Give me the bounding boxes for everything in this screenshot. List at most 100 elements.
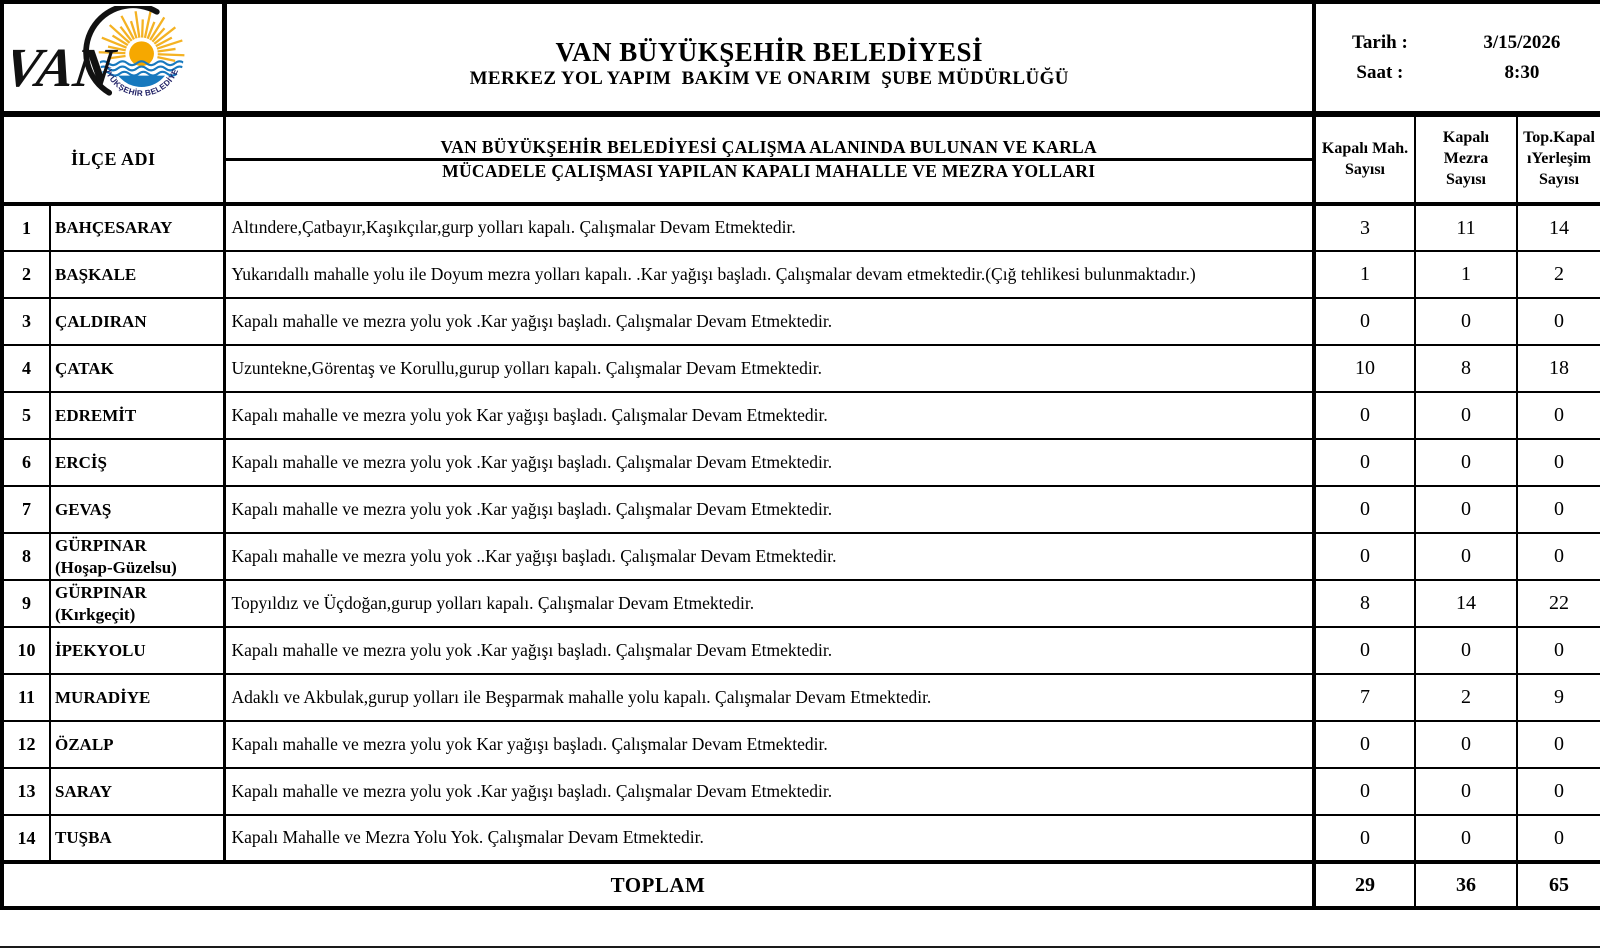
closed-mezra-count: 11 [1414, 203, 1518, 252]
road-status-description: Yukarıdallı mahalle yolu ile Doyum mezra… [222, 250, 1316, 299]
row-number: 6 [1, 438, 51, 487]
column-header-closed-mezra: Kapalı Mezra Sayısı [1414, 113, 1518, 206]
page-subtitle: MERKEZ YOL YAPIM BAKIM VE ONARIM ŞUBE MÜ… [469, 67, 1069, 89]
road-status-description: Kapalı Mahalle ve Mezra Yolu Yok. Çalışm… [222, 814, 1316, 863]
road-status-description: Adaklı ve Akbulak,gurup yolları ile Beşp… [222, 673, 1316, 722]
road-status-description: Kapalı mahalle ve mezra yolu yok Kar yağ… [222, 391, 1316, 440]
date-label: Tarih : [1352, 31, 1408, 53]
table-row: 3 ÇALDIRAN Kapalı mahalle ve mezra yolu … [1, 297, 1600, 346]
table-row: 9 GÜRPINAR (Kırkgeçit) Topyıldız ve Üçdo… [1, 579, 1600, 628]
row-number: 4 [1, 344, 51, 393]
district-rows: 1 BAHÇESARAY Altındere,Çatbayır,Kaşıkçıl… [1, 203, 1600, 863]
closed-mezra-count: 14 [1414, 579, 1518, 628]
table-row: 2 BAŞKALE Yukarıdallı mahalle yolu ile D… [1, 250, 1600, 299]
closed-mezra-count: 0 [1414, 391, 1518, 440]
district-name: GEVAŞ [49, 485, 225, 534]
table-row: 10 İPEKYOLU Kapalı mahalle ve mezra yolu… [1, 626, 1600, 675]
logo-wordmark: VAN [13, 38, 120, 99]
closed-mahalle-count: 0 [1312, 814, 1416, 863]
total-closed-mezra: 36 [1414, 860, 1518, 909]
total-row: TOPLAM 29 36 65 [1, 860, 1600, 909]
district-name: ERCİŞ [49, 438, 225, 487]
sea-waves-icon [99, 59, 184, 77]
total-closed-count: 0 [1515, 485, 1600, 534]
closed-mezra-count: 2 [1414, 673, 1518, 722]
closed-mezra-count: 0 [1414, 485, 1518, 534]
total-closed-count: 0 [1515, 626, 1600, 675]
table-row: 1 BAHÇESARAY Altındere,Çatbayır,Kaşıkçıl… [1, 203, 1600, 252]
closed-mahalle-count: 0 [1312, 720, 1416, 769]
closed-mahalle-count: 3 [1312, 203, 1416, 252]
table-row: 13 SARAY Kapalı mahalle ve mezra yolu yo… [1, 767, 1600, 816]
district-name: MURADİYE [49, 673, 225, 722]
closed-mezra-count: 0 [1414, 297, 1518, 346]
closed-mahalle-count: 1 [1312, 250, 1416, 299]
closed-mahalle-count: 0 [1312, 297, 1416, 346]
closed-mahalle-count: 0 [1312, 391, 1416, 440]
banner-line-1: VAN BÜYÜKŞEHİR BELEDİYESİ ÇALIŞMA ALANIN… [227, 137, 1310, 161]
column-header-district: İLÇE ADI [1, 113, 225, 206]
road-status-description: Kapalı mahalle ve mezra yolu yok .Kar ya… [222, 438, 1316, 487]
banner-line-2: MÜCADELE ÇALIŞMASI YAPILAN KAPALI MAHALL… [442, 161, 1096, 181]
row-number: 11 [1, 673, 51, 722]
total-closed-count: 0 [1515, 438, 1600, 487]
row-number: 8 [1, 532, 51, 581]
table-banner: VAN BÜYÜKŞEHİR BELEDİYESİ ÇALIŞMA ALANIN… [222, 113, 1316, 206]
road-status-description: Altındere,Çatbayır,Kaşıkçılar,gurp yolla… [222, 203, 1316, 252]
district-name: ÇALDIRAN [49, 297, 225, 346]
datetime-cell: Tarih : 3/15/2026 Saat : 8:30 [1311, 1, 1600, 117]
row-number: 12 [1, 720, 51, 769]
row-number: 3 [1, 297, 51, 346]
column-header-total-closed: Top.Kapal ıYerleşim Sayısı [1515, 113, 1600, 206]
closed-mahalle-count: 0 [1312, 438, 1416, 487]
road-status-description: Kapalı mahalle ve mezra yolu yok .Kar ya… [222, 767, 1316, 816]
closed-mahalle-count: 8 [1312, 579, 1416, 628]
document-header-row: BÜYÜKŞEHİR BELEDİYESİ VAN VAN BÜYÜKŞEHİR… [1, 1, 1600, 117]
total-closed-count: 18 [1515, 344, 1600, 393]
total-closed-count: 0 [1515, 297, 1600, 346]
sun-icon [128, 40, 154, 66]
district-name: TUŞBA [49, 814, 225, 863]
row-number: 2 [1, 250, 51, 299]
total-closed-count: 9 [1515, 673, 1600, 722]
road-status-description: Kapalı mahalle ve mezra yolu yok .Kar ya… [222, 297, 1316, 346]
district-name: GÜRPINAR (Hoşap-Güzelsu) [49, 532, 225, 581]
road-status-description: Kapalı mahalle ve mezra yolu yok Kar yağ… [222, 720, 1316, 769]
column-header-row: İLÇE ADI VAN BÜYÜKŞEHİR BELEDİYESİ ÇALIŞ… [1, 113, 1600, 206]
closed-mezra-count: 1 [1414, 250, 1518, 299]
column-header-closed-mahalle: Kapalı Mah. Sayısı [1312, 113, 1416, 206]
district-name: EDREMİT [49, 391, 225, 440]
total-closed-count: 0 [1515, 532, 1600, 581]
total-closed-count: 14 [1515, 203, 1600, 252]
page-title: VAN BÜYÜKŞEHİR BELEDİYESİ [555, 36, 984, 67]
table-row: 11 MURADİYE Adaklı ve Akbulak,gurup yoll… [1, 673, 1600, 722]
van-municipality-logo-icon: BÜYÜKŞEHİR BELEDİYESİ VAN [13, 5, 187, 102]
district-name: BAHÇESARAY [49, 203, 225, 252]
date-value: 3/15/2026 [1483, 31, 1561, 53]
total-closed-count: 0 [1515, 814, 1600, 863]
closed-mezra-count: 8 [1414, 344, 1518, 393]
row-number: 1 [1, 203, 51, 252]
road-status-description: Uzuntekne,Görentaş ve Korullu,gurup yoll… [222, 344, 1316, 393]
closed-mahalle-count: 0 [1312, 485, 1416, 534]
total-closed-count: 0 [1515, 720, 1600, 769]
road-status-description: Topyıldız ve Üçdoğan,gurup yolları kapal… [222, 579, 1316, 628]
district-name: GÜRPINAR (Kırkgeçit) [49, 579, 225, 628]
closed-mezra-count: 0 [1414, 438, 1518, 487]
closed-mahalle-count: 0 [1312, 767, 1416, 816]
total-label: TOPLAM [1, 860, 1315, 909]
total-closed-count: 0 [1515, 391, 1600, 440]
closed-mezra-count: 0 [1414, 532, 1518, 581]
district-name: BAŞKALE [49, 250, 225, 299]
district-name: İPEKYOLU [49, 626, 225, 675]
sea-icon [111, 75, 171, 87]
row-number: 7 [1, 485, 51, 534]
table-row: 7 GEVAŞ Kapalı mahalle ve mezra yolu yok… [1, 485, 1600, 534]
logo-cell: BÜYÜKŞEHİR BELEDİYESİ VAN [1, 1, 227, 117]
total-closed-count: 2 [1515, 250, 1600, 299]
logo-swash-icon [82, 5, 160, 96]
sun-rays-icon [98, 10, 185, 62]
time-value: 8:30 [1504, 61, 1540, 83]
table-row: 6 ERCİŞ Kapalı mahalle ve mezra yolu yok… [1, 438, 1600, 487]
